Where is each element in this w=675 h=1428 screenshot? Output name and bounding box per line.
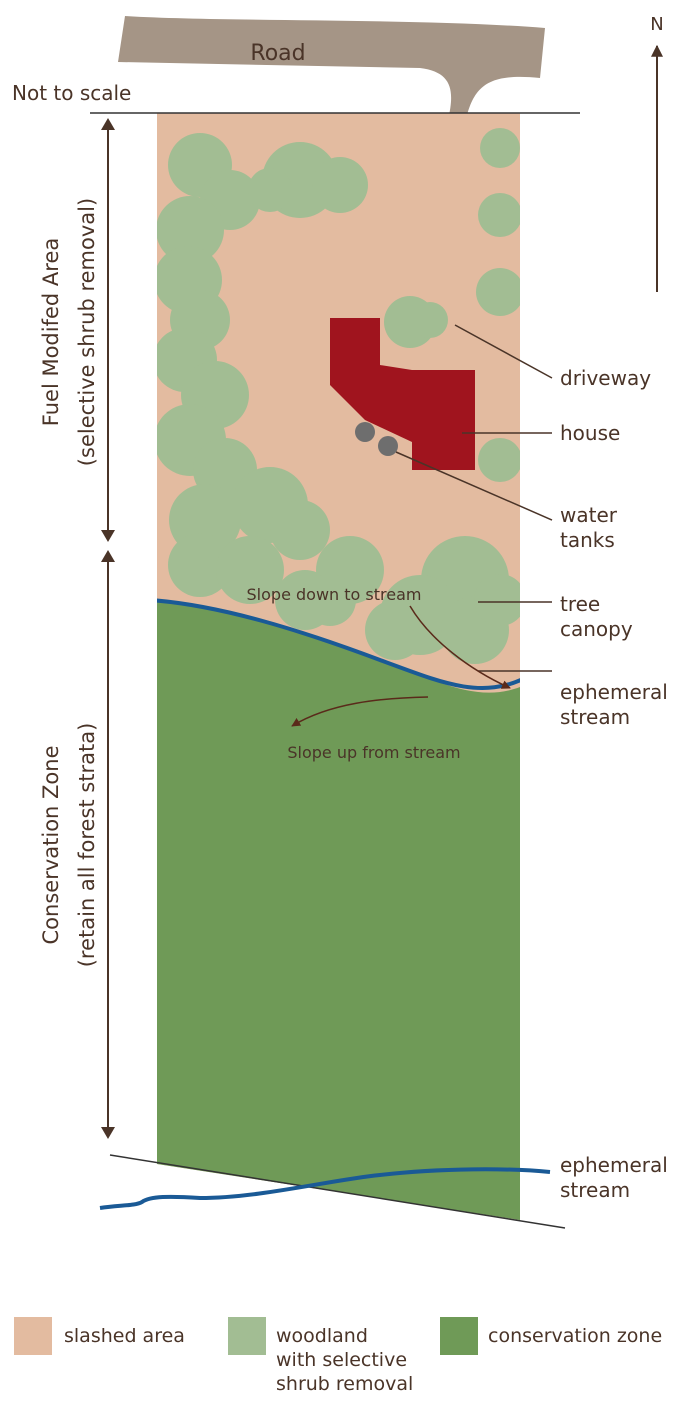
stream-label-b1: ephemeral [560, 1153, 668, 1177]
legend-label-slashed: slashed area [64, 1325, 185, 1347]
legend-swatch-conservation [440, 1317, 478, 1355]
conservation-title: Conservation Zone [39, 746, 63, 945]
north-label: N [650, 14, 663, 35]
leader-lines [395, 324, 553, 672]
bottom-boundary [109, 1154, 566, 1229]
legend-swatch-slashed [14, 1317, 52, 1355]
cons-arrow-top [101, 550, 115, 562]
house-label: house [560, 421, 620, 445]
driveway-label: driveway [560, 366, 651, 390]
tree-label-2: canopy [560, 617, 633, 641]
fuel-subtitle: (selective shrub removal) [75, 198, 99, 466]
fuel-title: Fuel Modifed Area [39, 238, 63, 426]
legend-label-conservation: conservation zone [488, 1325, 662, 1347]
slope-down-label: Slope down to stream [247, 585, 422, 604]
stream-label-a1: ephemeral [560, 680, 668, 704]
legend-label-woodland-2: with selective [276, 1349, 407, 1371]
tree-label-1: tree [560, 592, 600, 616]
scale-note: Not to scale [12, 81, 131, 105]
water-label-1: water [560, 503, 618, 527]
stream-lower [99, 1167, 551, 1210]
slope-up-arrow [291, 696, 429, 727]
stream-label-b2: stream [560, 1178, 630, 1202]
slope-up-label: Slope up from stream [287, 743, 460, 762]
water-tank-1 [355, 422, 375, 442]
fuel-arrow-bottom [101, 530, 115, 542]
water-label-2: tanks [560, 528, 615, 552]
cons-arrow-bottom [101, 1127, 115, 1139]
legend: slashed area woodland with selective shr… [14, 1317, 662, 1395]
road-label: Road [250, 41, 305, 66]
legend-label-woodland-3: shrub removal [276, 1373, 413, 1395]
conservation-zone [157, 600, 520, 1220]
house [330, 318, 475, 470]
stream-label-a2: stream [560, 705, 630, 729]
stream-upper [157, 598, 520, 690]
legend-label-woodland-1: woodland [276, 1325, 368, 1347]
water-tank-2 [378, 436, 398, 456]
conservation-subtitle: (retain all forest strata) [75, 723, 99, 968]
property-area [157, 113, 520, 1220]
slope-down-arrow [409, 605, 511, 689]
woodland-canopy [157, 128, 520, 664]
legend-swatch-woodland [228, 1317, 266, 1355]
fuel-arrow-top [101, 118, 115, 130]
